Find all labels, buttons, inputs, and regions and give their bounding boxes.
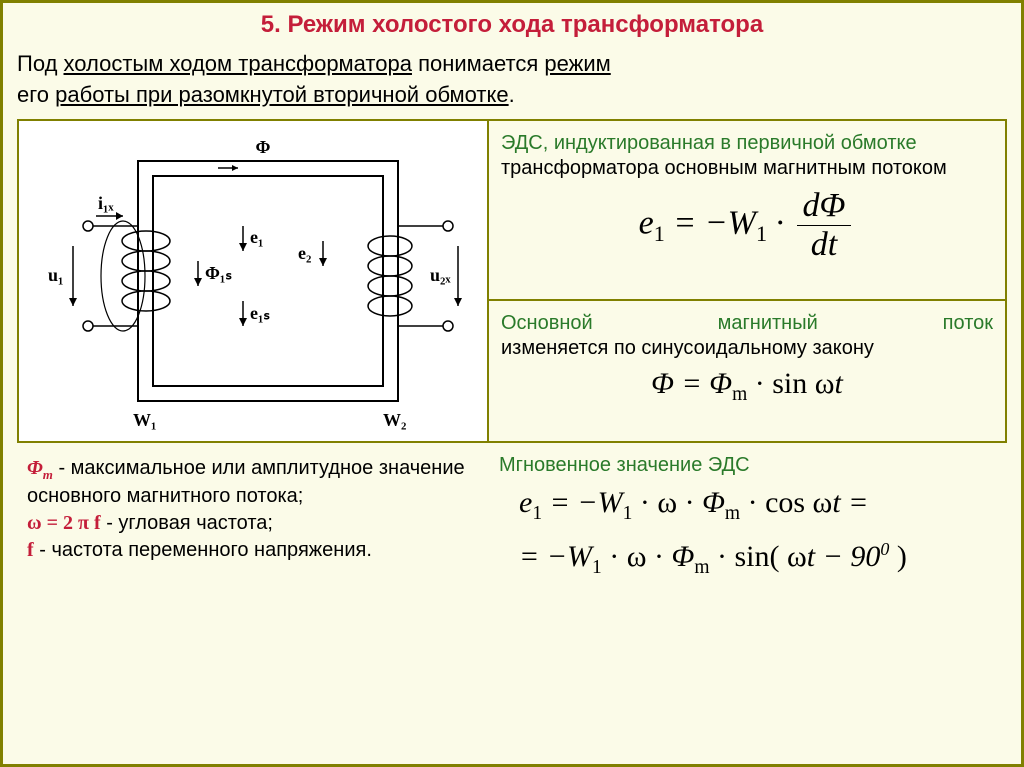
transformer-diagram: Φ i₁ₓ u₁ (38, 131, 468, 431)
label-e1s: e₁ₛ (250, 303, 270, 323)
result-line2: = −W1 · ω · Φm · sin( ωt − 900 ) (499, 539, 995, 579)
f1-dot: · (767, 204, 793, 241)
f2-rest: · sin ω (747, 367, 834, 400)
intro-paragraph: Под холостым ходом трансформатора понима… (17, 49, 1007, 111)
definitions: Φm - максимальное или амплитудное значен… (17, 443, 487, 589)
r2-t: t (807, 540, 815, 573)
r1-W: W (598, 486, 623, 519)
f1-frac: dΦdt (797, 187, 852, 264)
r2-deg: 0 (880, 539, 889, 559)
r1-e: e (519, 486, 532, 519)
intro-kw1: холостым ходом трансформатора (64, 51, 412, 76)
r2-d2: · sin( ω (710, 540, 807, 573)
f1-W: W (728, 204, 756, 241)
def-f-txt: - частота переменного напряжения. (34, 539, 372, 561)
page-title: 5. Режим холостого хода трансформатора (17, 11, 1007, 39)
emf-desc-b: трансформатора основным магнитным потоко… (501, 157, 947, 179)
label-w2: W₂ (383, 410, 406, 430)
r1-m: m (725, 503, 740, 524)
f1-den: dt (797, 226, 852, 264)
r1-eq: = − (542, 486, 598, 519)
flux-desc-a: Основной магнитный поток (501, 312, 993, 334)
f1-eq: = − (665, 204, 728, 241)
intro-end: . (509, 82, 515, 107)
r2-close: ) (889, 540, 907, 573)
label-i1x: i₁ₓ (98, 193, 114, 213)
def-omega: ω = 2 π f (27, 512, 101, 534)
f2-eq: = (674, 367, 709, 400)
r1-phi: Φ (702, 486, 725, 519)
emf-desc: ЭДС, индуктированная в первичной обмотке… (501, 131, 993, 181)
r2-subW: 1 (592, 557, 602, 578)
r2-d1: · ω · (602, 540, 672, 573)
result-heading: Мгновенное значение ЭДС (499, 453, 995, 478)
f2-phi: Φ (651, 367, 674, 400)
emf-block: ЭДС, индуктированная в первичной обмотке… (488, 120, 1006, 300)
f2-phi2: Φ (709, 367, 732, 400)
f1-num-d: d (803, 187, 820, 224)
def-omega-txt: - угловая частота; (101, 512, 273, 534)
f2-m: m (732, 384, 747, 405)
def-f: f (27, 539, 34, 561)
def-phim-sub: m (43, 467, 53, 482)
r2-minus: − 90 (815, 540, 880, 573)
intro-kw2: режим (544, 51, 610, 76)
label-phi1s: Φ₁ₛ (205, 263, 232, 283)
label-u1: u₁ (48, 265, 63, 285)
def-phim-txt: - максимальное или амплитудное значение … (27, 457, 465, 508)
r1-subW: 1 (623, 503, 633, 524)
def-phim-sym: Φ (27, 457, 43, 479)
f1-W-sub: 1 (756, 221, 767, 246)
intro-kw3: работы при разомкнутой вторичной обмотке (55, 82, 509, 107)
label-phi: Φ (256, 137, 271, 157)
content-grid: Φ i₁ₓ u₁ (17, 119, 1007, 443)
label-u2x: u₂ₓ (430, 265, 451, 285)
emf-desc-a: ЭДС, индуктированная в первичной обмотке (501, 132, 917, 154)
f1-e-sub: 1 (654, 221, 665, 246)
r1-t: t (832, 486, 840, 519)
r1-sub1: 1 (532, 503, 542, 524)
flux-block: Основной магнитный поток изменяется по с… (488, 300, 1006, 442)
label-w1: W₁ (133, 410, 156, 430)
f1-e: e (639, 204, 654, 241)
r2-phi: Φ (671, 540, 694, 573)
r1-d1: · ω · (632, 486, 702, 519)
bottom-row: Φm - максимальное или амплитудное значен… (17, 443, 1007, 589)
f2-t: t (835, 367, 843, 400)
label-e2: e₂ (298, 243, 311, 263)
intro-pre: Под (17, 51, 64, 76)
r2-m: m (694, 557, 709, 578)
flux-formula: Φ = Φm · sin ωt (501, 367, 993, 406)
f1-num-phi: Φ (820, 187, 846, 224)
emf-formula: e1 = −W1 · dΦdt (501, 187, 993, 264)
intro-mid: понимается (412, 51, 544, 76)
result-line1: e1 = −W1 · ω · Φm · cos ωt = (499, 486, 995, 525)
r1-d2: · cos ω (740, 486, 832, 519)
diagram-cell: Φ i₁ₓ u₁ (18, 120, 488, 442)
r2-eq: = − (519, 540, 567, 573)
result-block: Мгновенное значение ЭДС e1 = −W1 · ω · Φ… (487, 443, 1007, 589)
intro-line2a: его (17, 82, 55, 107)
r2-W: W (567, 540, 592, 573)
r1-end: = (841, 486, 869, 519)
flux-desc: Основной магнитный поток изменяется по с… (501, 311, 993, 361)
label-e1: e₁ (250, 227, 263, 247)
flux-desc-b: изменяется по синусоидальному закону (501, 337, 874, 359)
